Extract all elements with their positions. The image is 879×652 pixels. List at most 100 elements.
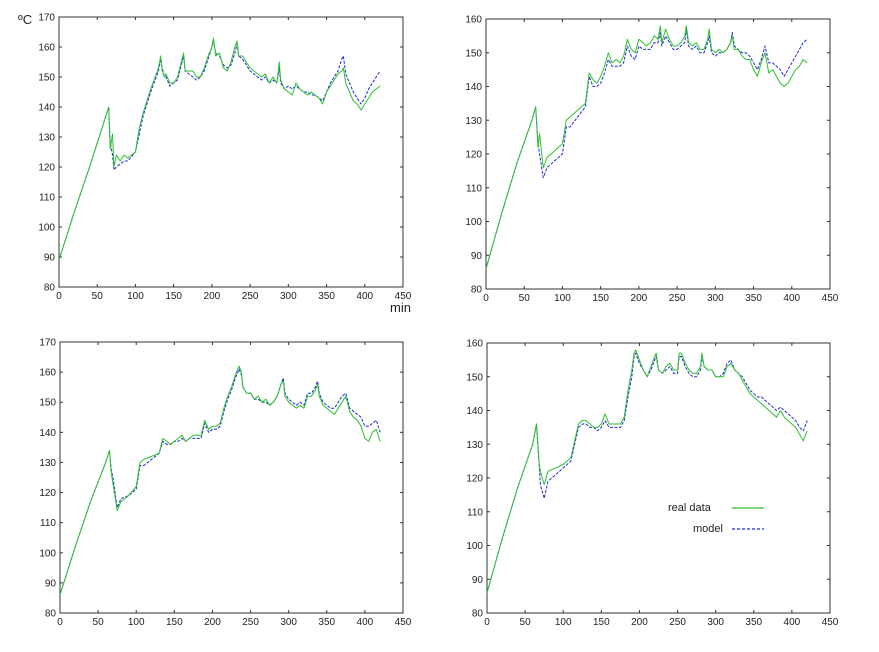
y-tick-label: 130 [466,440,483,451]
x-tick-label: 250 [242,291,259,302]
x-tick-label: 350 [318,291,335,302]
y-tick-label: 140 [39,428,56,439]
x-tick-label: 450 [395,617,412,628]
chart-bottom-left: 0 50 100 150 200 250 300 350 400 450 80 90 100 110 120… [39,338,411,629]
x-tick-label: 350 [745,293,762,304]
y-tick-label: 120 [38,163,55,174]
series-line-model [486,352,808,593]
series-line-real [59,365,381,596]
y-tick-label: 140 [38,103,55,114]
series-line-real [486,349,808,593]
y-tick-label: 80 [45,609,57,620]
y-tick-label: 90 [472,575,484,586]
y-tick-label: 170 [39,338,56,349]
series-line-real [58,37,381,261]
y-tick-label: 100 [466,541,483,552]
y-tick-label: 150 [39,398,56,409]
x-tick-label: 0 [56,291,62,302]
x-tick-label: 50 [92,291,104,302]
y-tick-label: 140 [465,82,482,93]
y-tick-label: 130 [38,133,55,144]
chart-bottom-right: 0 50 100 150 200 250 300 350 400 450 80 90 100 110 120… [466,339,838,629]
x-tick-label: 0 [57,617,63,628]
y-tick-label: 110 [40,518,56,529]
x-tick-label: 400 [357,617,374,628]
y-tick-label: 170 [38,13,55,24]
y-tick-label: 120 [465,150,482,161]
y-tick-label: 110 [466,183,482,194]
chart-top-right: 0 50 100 150 200 250 300 350 400 450 80 90 100 110 120… [465,15,838,305]
x-tick-label: 400 [783,293,800,304]
x-tick-label: 50 [519,293,531,304]
legend-label-model: model [693,523,723,535]
x-tick-label: 50 [520,617,532,628]
series-line-real [485,25,808,269]
y-tick-label: 120 [39,488,56,499]
series-line-model [58,40,381,261]
x-tick-label: 250 [669,293,686,304]
chart-top-left: 0 50 100 150 200 250 300 350 400 450 80 90 100 110 120… [38,13,411,303]
x-tick-label: 50 [93,617,105,628]
y-tick-label: 80 [471,285,483,296]
y-tick-label: 110 [39,193,55,204]
x-tick-label: 450 [822,617,839,628]
y-tick-label: 90 [471,251,483,262]
y-tick-label: 110 [467,507,483,518]
y-tick-label: 100 [465,217,482,228]
x-tick-label: 450 [395,291,412,302]
plot-frame [485,18,831,290]
x-tick-label: 100 [554,293,571,304]
y-tick-label: 80 [44,283,56,294]
x-tick-label: 150 [592,293,609,304]
y-tick-label: 160 [38,43,55,54]
y-tick-label: 80 [472,609,484,620]
x-tick-label: 400 [356,291,373,302]
x-tick-label: 100 [555,617,572,628]
plot-frame [486,342,831,614]
y-unit-label: ºC [18,12,32,27]
y-tick-label: 160 [466,339,483,350]
y-tick-label: 90 [44,253,56,264]
plot-frame [59,341,404,614]
y-tick-label: 150 [466,372,483,383]
x-tick-label: 150 [165,291,182,302]
y-tick-label: 130 [39,458,56,469]
x-tick-label: 0 [483,293,489,304]
x-tick-label: 150 [593,617,610,628]
x-tick-label: 100 [128,617,145,628]
y-tick-label: 120 [466,474,483,485]
x-tick-label: 300 [280,291,297,302]
x-tick-label: 300 [707,293,724,304]
y-tick-label: 160 [39,368,56,379]
x-tick-label: 300 [707,617,724,628]
x-tick-label: 250 [669,617,686,628]
y-tick-label: 100 [38,223,55,234]
x-tick-label: 200 [204,291,221,302]
x-tick-label: 150 [166,617,183,628]
y-tick-label: 130 [465,116,482,127]
plot-frame [58,16,404,288]
y-tick-label: 100 [39,548,56,559]
y-tick-label: 90 [45,578,57,589]
series-line-model [59,368,381,596]
y-tick-label: 160 [465,15,482,26]
y-tick-label: 150 [465,48,482,59]
legend: real data model [668,502,764,535]
x-tick-label: 250 [242,617,259,628]
x-tick-label: 300 [280,617,297,628]
legend-label-real: real data [668,502,712,514]
series-line-model [485,28,808,269]
x-tick-label: 350 [745,617,762,628]
x-tick-label: 450 [822,293,839,304]
x-tick-label: 200 [631,617,648,628]
y-tick-label: 140 [466,406,483,417]
x-tick-label: 100 [127,291,144,302]
x-tick-label: 0 [484,617,490,628]
x-tick-label: 200 [204,617,221,628]
x-tick-label: 400 [784,617,801,628]
y-tick-label: 150 [38,73,55,84]
x-unit-label: min [390,300,411,315]
x-tick-label: 350 [318,617,335,628]
